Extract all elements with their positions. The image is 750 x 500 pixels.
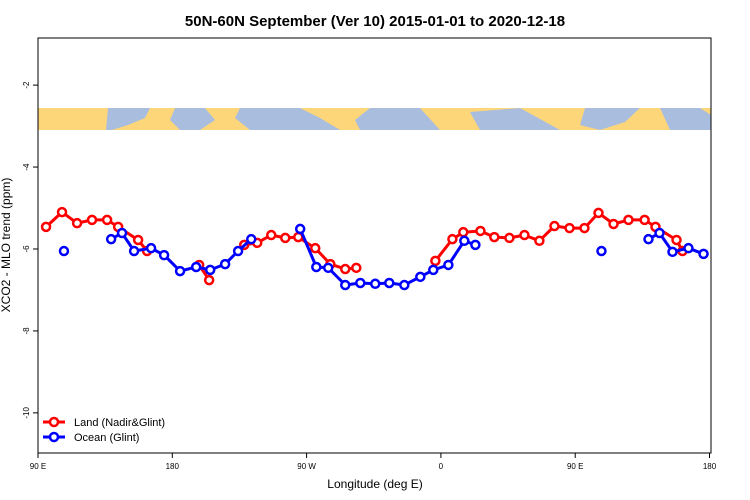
data-point — [504, 232, 515, 244]
data-point — [475, 225, 486, 237]
data-point — [459, 235, 470, 247]
data-point — [203, 274, 215, 286]
data-point — [132, 234, 144, 246]
x-tick-label: 180 — [166, 462, 180, 471]
data-point — [623, 214, 634, 226]
y-tick-label: -2 — [22, 81, 31, 89]
data-point — [639, 214, 650, 226]
data-point — [399, 279, 410, 291]
data-point — [355, 277, 366, 289]
data-point — [71, 217, 83, 229]
data-point — [265, 229, 277, 241]
data-point — [534, 235, 545, 247]
series-line — [110, 228, 705, 287]
data-point — [101, 214, 113, 226]
legend-label: Land (Nadir&Glint) — [74, 417, 165, 429]
data-point — [40, 221, 52, 233]
data-point — [415, 271, 426, 283]
data-point — [322, 262, 334, 274]
x-tick-label: 90 E — [567, 462, 583, 471]
data-point — [384, 277, 395, 289]
data-point — [519, 229, 530, 241]
data-point — [145, 242, 157, 254]
chart-title: 50N-60N September (Ver 10) 2015-01-01 to… — [185, 13, 565, 30]
map-strip — [38, 108, 711, 130]
data-point — [116, 227, 128, 239]
y-tick-label: -10 — [22, 407, 31, 419]
y-tick-label: -8 — [22, 327, 31, 335]
data-point — [683, 242, 694, 254]
data-point — [128, 245, 140, 257]
data-point — [294, 223, 306, 235]
data-point — [280, 232, 291, 244]
x-tick-label: 180 — [703, 462, 717, 471]
data-point — [340, 279, 351, 291]
data-point — [654, 227, 665, 239]
data-point — [369, 278, 381, 290]
data-point — [340, 263, 351, 275]
data-point — [596, 245, 607, 257]
legend-label: Ocean (Glint) — [74, 432, 139, 444]
data-point — [698, 248, 709, 260]
data-point — [564, 222, 575, 234]
data-point — [549, 220, 560, 232]
x-tick-label: 0 — [439, 462, 444, 471]
data-point — [311, 261, 322, 273]
x-tick-label: 90 W — [297, 462, 316, 471]
data-point — [58, 245, 70, 257]
data-point — [489, 231, 500, 243]
data-point — [643, 233, 654, 245]
series-line — [45, 210, 684, 281]
legend-marker — [48, 416, 60, 428]
data-point — [593, 207, 604, 219]
data-point — [204, 264, 216, 276]
data-point — [470, 239, 481, 251]
x-tick-label: 90 E — [30, 462, 46, 471]
data-point — [310, 242, 321, 254]
data-point — [443, 259, 454, 271]
x-axis-label: Longitude (deg E) — [327, 477, 422, 491]
data-point — [86, 214, 98, 226]
data-point — [219, 258, 231, 270]
data-point — [579, 222, 590, 234]
plot-frame — [37, 37, 712, 454]
data-point — [667, 246, 678, 258]
data-point — [671, 234, 682, 246]
data-point — [428, 264, 439, 276]
data-point — [105, 233, 117, 245]
data-point — [245, 233, 257, 245]
data-point — [351, 262, 362, 274]
y-tick-label: -6 — [22, 245, 31, 253]
data-point — [458, 226, 469, 238]
data-point — [430, 255, 441, 267]
data-point — [608, 218, 619, 230]
y-axis-label: XCO2 - MLO trend (ppm) — [0, 178, 13, 313]
data-point — [232, 245, 244, 257]
data-point — [174, 265, 186, 277]
data-point — [447, 233, 458, 245]
legend-marker — [48, 431, 60, 443]
data-point — [190, 261, 202, 273]
data-point — [158, 249, 170, 261]
data-point — [56, 206, 68, 218]
y-tick-label: -4 — [22, 163, 31, 171]
